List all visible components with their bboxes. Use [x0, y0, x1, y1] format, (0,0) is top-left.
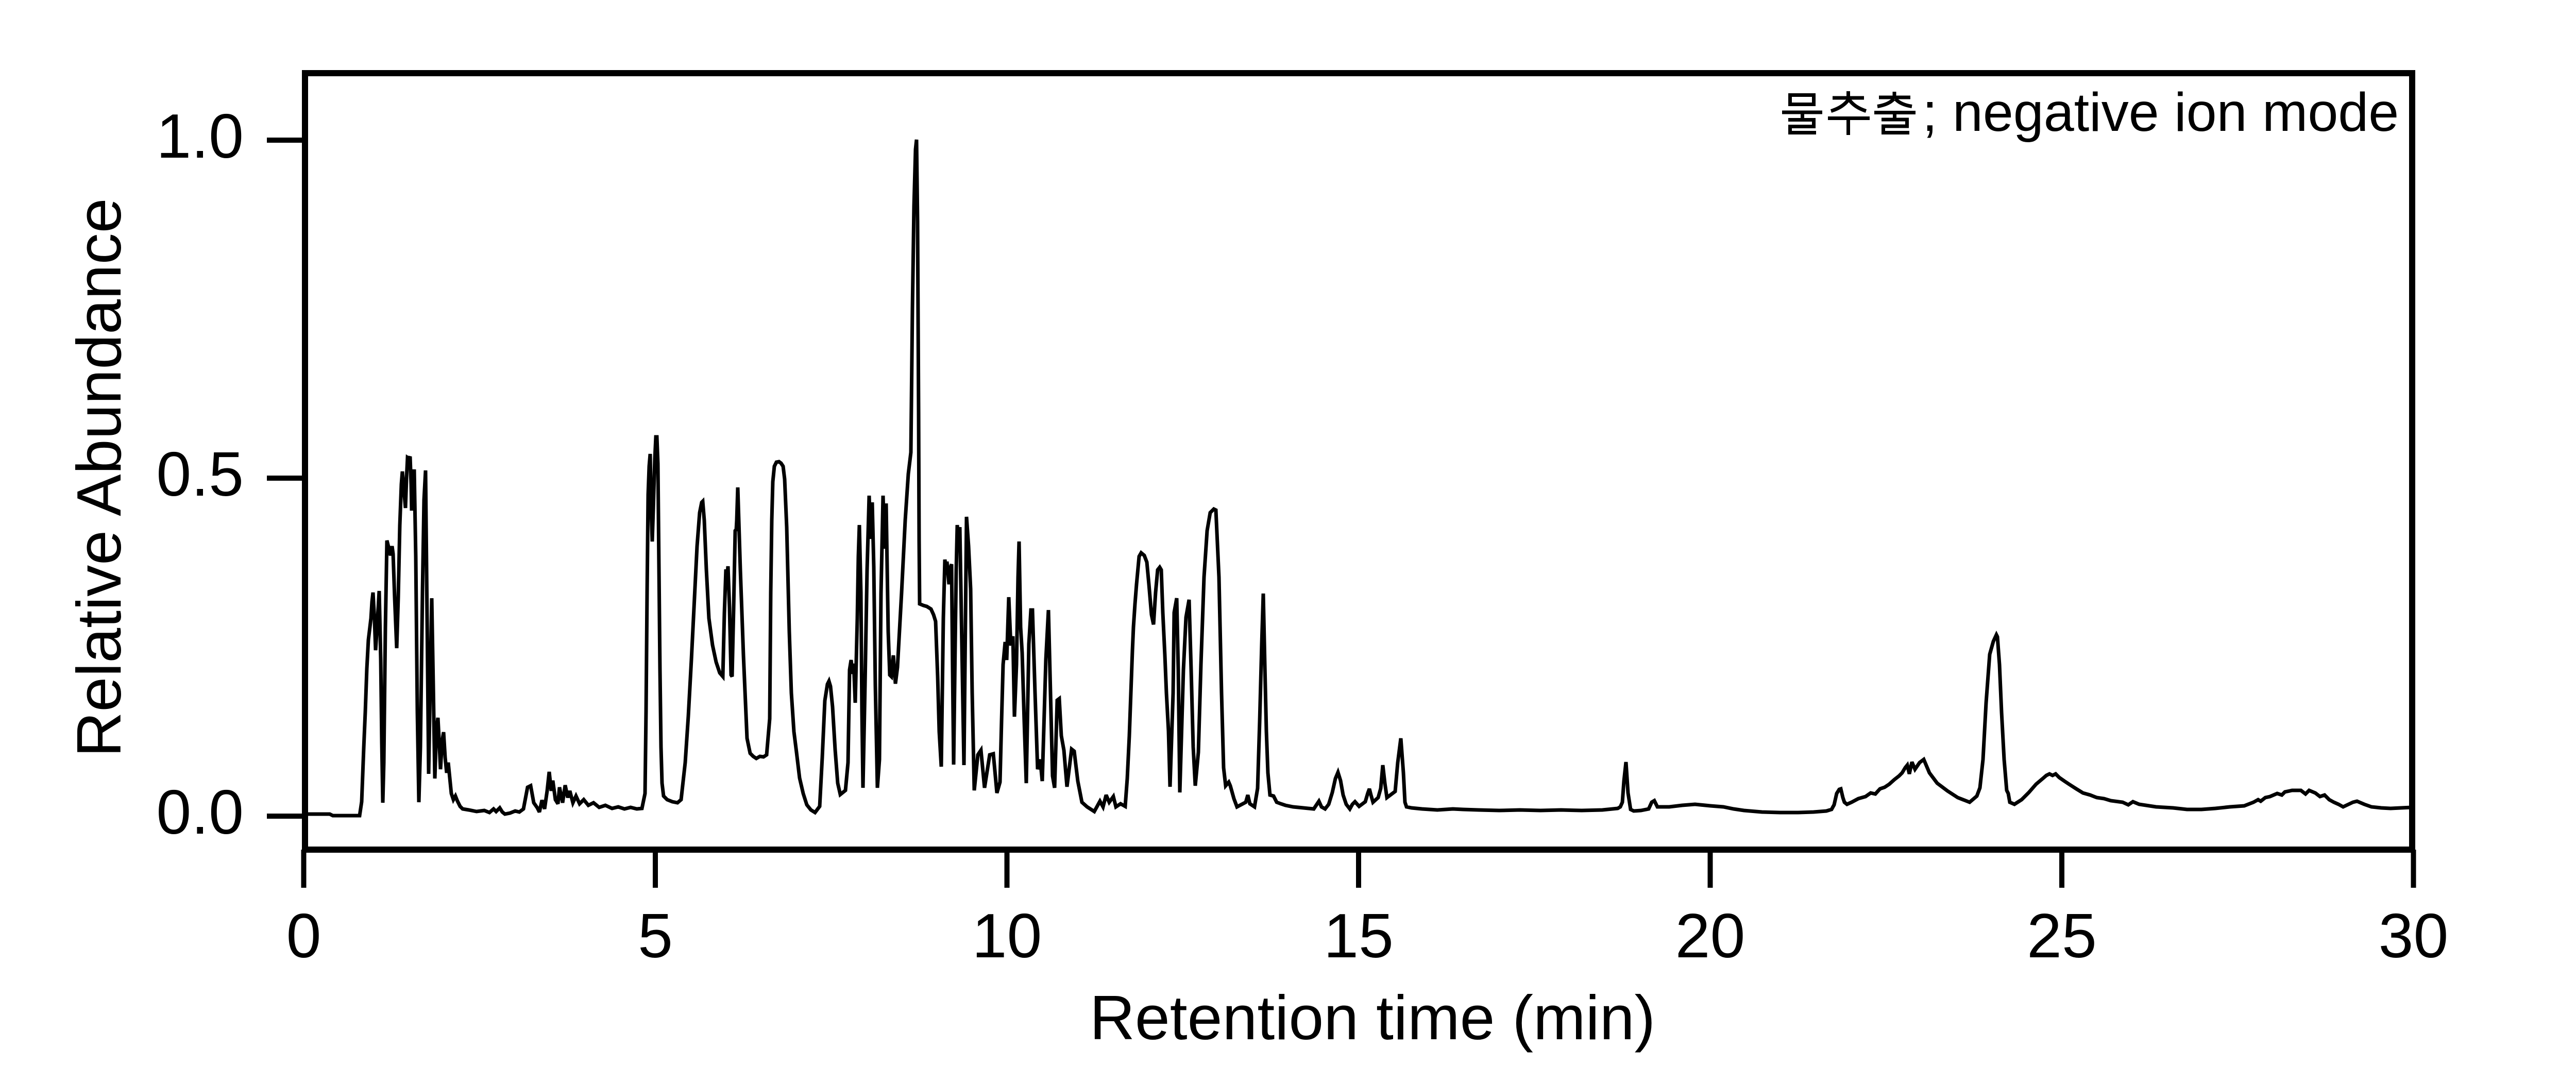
svg-text:15: 15 — [1324, 901, 1394, 971]
svg-text:0: 0 — [286, 901, 321, 971]
svg-text:0.0: 0.0 — [156, 777, 244, 847]
svg-text:; negative ion mode: ; negative ion mode — [1922, 82, 2399, 143]
svg-text:1.0: 1.0 — [156, 101, 244, 171]
svg-text:Retention time (min): Retention time (min) — [1090, 983, 1655, 1053]
svg-text:0.5: 0.5 — [156, 439, 244, 509]
svg-text:5: 5 — [638, 901, 673, 971]
svg-text:30: 30 — [2379, 901, 2449, 971]
svg-text:25: 25 — [2027, 901, 2097, 971]
svg-text:20: 20 — [1675, 901, 1745, 971]
svg-text:Relative Abundance: Relative Abundance — [64, 198, 134, 757]
svg-text:10: 10 — [972, 901, 1042, 971]
